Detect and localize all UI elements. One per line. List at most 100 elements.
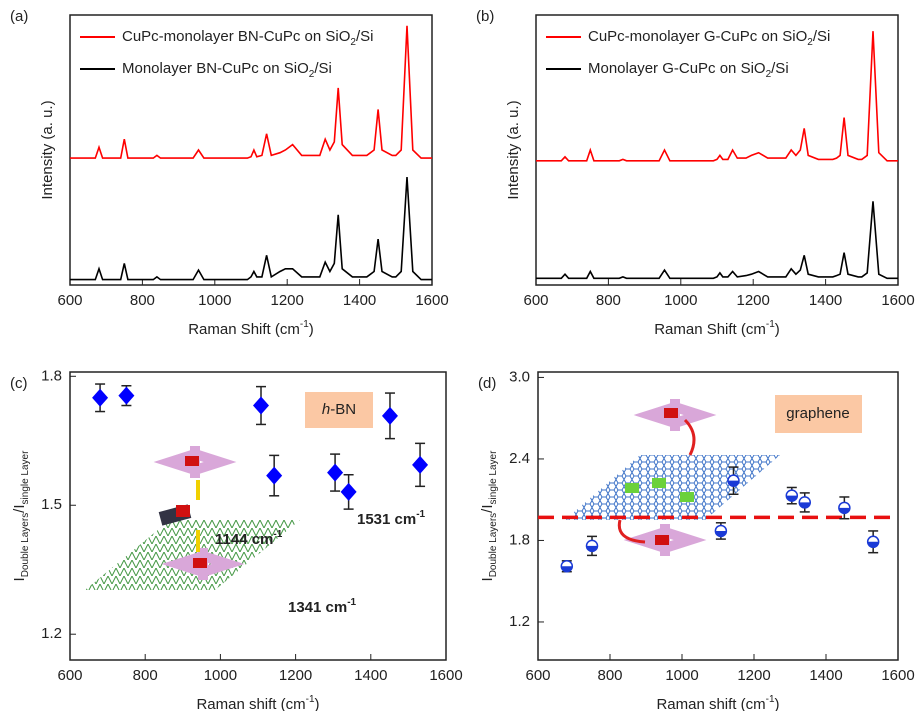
plot-frame — [69, 14, 433, 286]
y-axis-label-part: /I — [11, 504, 28, 512]
x-axis-label-part: ) — [315, 696, 320, 711]
annotation: 1144 cm-1 — [215, 529, 283, 548]
y-tick-label: 1.2 — [41, 625, 62, 642]
data-point — [253, 396, 270, 415]
legend-label-part: 2 — [309, 69, 315, 80]
x-tick-label: 1400 — [809, 667, 842, 684]
x-tick-label: 800 — [597, 667, 622, 684]
legend-label-part: /Si — [813, 28, 831, 45]
plot-frame — [69, 371, 447, 661]
panel-label: (a) — [10, 8, 28, 25]
y-axis-label-part: Intensity (a. u.) — [505, 100, 522, 199]
x-tick-label: 1200 — [279, 667, 312, 684]
x-tick-label: 1200 — [271, 292, 304, 309]
y-axis-label-part: I — [11, 577, 28, 581]
x-tick-label: 800 — [130, 292, 155, 309]
legend-label-part: Monolayer G-CuPc on SiO — [588, 60, 766, 77]
x-tick-label: 1400 — [354, 667, 387, 684]
y-axis-label-part: Double Layers — [20, 513, 31, 577]
data-point — [381, 406, 398, 425]
panel-label: (c) — [10, 375, 28, 392]
x-axis-label: Raman shift (cm-1) — [656, 694, 779, 711]
spectrum-line — [70, 25, 432, 159]
y-tick-label: 2.4 — [509, 450, 530, 467]
x-axis-label: Raman Shift (cm-1) — [654, 319, 780, 338]
data-point-fill — [786, 495, 798, 502]
x-tick-label: 600 — [57, 667, 82, 684]
y-axis-label-part: Double Layers — [488, 513, 499, 577]
y-axis-label: IDouble Layers/Isingle Layer — [11, 450, 31, 582]
data-point — [266, 466, 283, 485]
x-axis-label-part: -1 — [306, 694, 315, 705]
data-point-fill — [586, 545, 598, 552]
legend-label-part: 2 — [350, 37, 356, 48]
y-tick-label: 1.8 — [509, 531, 530, 548]
legend-label: CuPc-monolayer G-CuPc on SiO2/Si — [588, 28, 830, 48]
x-tick-label: 1600 — [429, 667, 462, 684]
x-tick-label: 600 — [57, 292, 82, 309]
y-axis-label-part: single Layer — [488, 450, 499, 505]
legend-label-part: /Si — [314, 60, 332, 77]
x-tick-label: 1200 — [737, 667, 770, 684]
x-tick-label: 1400 — [343, 292, 376, 309]
annotation-part: h — [322, 401, 330, 418]
x-axis-label-part: Raman shift (cm — [656, 696, 765, 711]
annotation: 1341 cm-1 — [288, 597, 357, 616]
x-axis-label: Raman Shift (cm-1) — [188, 319, 314, 338]
annotation-part: -1 — [416, 509, 425, 520]
data-point-fill — [715, 530, 727, 537]
x-tick-label: 1400 — [809, 292, 842, 309]
legend-label-part: CuPc-monolayer G-CuPc on SiO — [588, 28, 807, 45]
x-tick-label: 1600 — [881, 667, 914, 684]
y-tick-label: 1.2 — [509, 613, 530, 630]
x-axis-label-part: -1 — [766, 694, 775, 705]
data-point — [92, 388, 109, 407]
spectrum-line — [70, 176, 432, 281]
annotation-part: graphene — [786, 405, 849, 422]
legend-label: Monolayer BN-CuPc on SiO2/Si — [122, 60, 332, 80]
x-tick-label: 1200 — [737, 292, 770, 309]
annotation-box — [305, 392, 373, 428]
x-tick-label: 600 — [523, 292, 548, 309]
y-axis-label-part: I — [479, 577, 496, 581]
annotation: 1531 cm-1 — [357, 509, 426, 528]
x-tick-label: 1600 — [881, 292, 914, 309]
data-point-fill — [838, 507, 850, 514]
x-axis-label-part: Raman Shift (cm — [188, 321, 300, 338]
x-tick-label: 800 — [133, 667, 158, 684]
data-point — [412, 455, 429, 474]
panel-label: (b) — [476, 8, 494, 25]
y-tick-label: 3.0 — [509, 368, 530, 385]
x-tick-label: 1000 — [204, 667, 237, 684]
x-tick-label: 1000 — [198, 292, 231, 309]
legend-label-part: /Si — [771, 60, 789, 77]
x-axis-label-part: Raman shift (cm — [196, 696, 305, 711]
data-point-fill — [867, 541, 879, 548]
x-axis-label-part: -1 — [300, 319, 309, 330]
annotation-part: 1144 cm — [215, 531, 273, 548]
legend-label-part: /Si — [356, 28, 374, 45]
y-tick-label: 1.8 — [41, 367, 62, 384]
spectrum-line — [536, 31, 898, 162]
legend-label-part: CuPc-monolayer BN-CuPc on SiO — [122, 28, 350, 45]
inset-graphene — [565, 399, 780, 556]
y-axis-label-part: Intensity (a. u.) — [39, 100, 56, 199]
x-tick-label: 600 — [525, 667, 550, 684]
annotation: graphene — [786, 405, 849, 422]
x-tick-label: 1600 — [415, 292, 448, 309]
x-tick-label: 1000 — [665, 667, 698, 684]
x-axis-label-part: ) — [775, 321, 780, 338]
y-axis-label: IDouble Layers/Isingle Layer — [479, 450, 499, 582]
legend-label-part: Monolayer BN-CuPc on SiO — [122, 60, 309, 77]
y-axis-label: Intensity (a. u.) — [39, 100, 56, 199]
annotation-part: -1 — [347, 597, 356, 608]
panel-label: (d) — [478, 375, 496, 392]
legend-label-part: 2 — [766, 69, 772, 80]
x-axis-label: Raman shift (cm-1) — [196, 694, 319, 711]
legend-label-part: 2 — [807, 37, 813, 48]
x-axis-label-part: -1 — [766, 319, 775, 330]
annotation-box — [775, 395, 862, 433]
legend-label: Monolayer G-CuPc on SiO2/Si — [588, 60, 789, 80]
inset-hbn — [85, 446, 300, 590]
data-point — [327, 463, 344, 482]
